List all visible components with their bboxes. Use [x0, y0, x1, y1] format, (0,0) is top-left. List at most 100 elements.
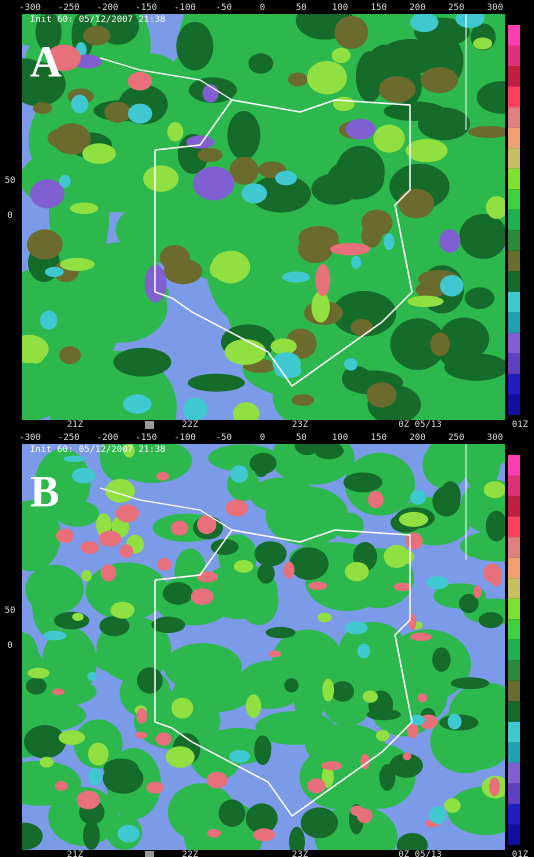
colorbar-cell — [508, 578, 520, 599]
contour-blob — [59, 346, 81, 364]
contour-blob — [207, 829, 221, 838]
x-tick-label: -150 — [135, 433, 157, 443]
contour-blob — [357, 809, 373, 823]
y-tick-label: 50 — [5, 606, 16, 616]
colorbar-cell — [508, 804, 520, 825]
contour-blob — [343, 472, 382, 492]
time-label: 0Z 05/13 — [398, 850, 441, 857]
init-label: Init 60: 05/12/2007 21:38 — [30, 15, 165, 25]
time-label: 21Z — [67, 420, 84, 430]
contour-blob — [83, 26, 110, 46]
contour-blob — [331, 681, 354, 702]
contour-blob — [459, 214, 507, 259]
contour-blob — [197, 148, 222, 162]
colorbar-cell — [508, 87, 520, 108]
contour-blob — [80, 541, 99, 554]
x-tick-label: -50 — [216, 433, 232, 443]
x-tick-label: 300 — [487, 433, 503, 443]
x-tick-label: -250 — [58, 433, 80, 443]
colorbar-cell — [508, 169, 520, 190]
contour-blob — [266, 486, 349, 545]
x-tick-label: 300 — [487, 3, 503, 13]
contour-blob — [171, 698, 193, 719]
contour-blob — [473, 586, 481, 599]
colorbar-cell — [508, 537, 520, 558]
colorbar-cell — [508, 763, 520, 784]
x-tick-label: 100 — [332, 3, 348, 13]
panel-letter: A — [30, 37, 62, 86]
contour-blob — [420, 67, 458, 93]
colorbar-cell — [508, 742, 520, 763]
contour-blob — [24, 725, 66, 758]
contour-blob — [183, 398, 208, 421]
colorbar-cell — [508, 599, 520, 620]
contour-blob — [166, 746, 195, 768]
x-tick-label: -200 — [97, 433, 119, 443]
x-tick-label: 0 — [260, 433, 265, 443]
contour-blob — [64, 456, 86, 462]
colorbar-cell — [508, 292, 520, 313]
contour-blob — [156, 472, 169, 481]
contour-blob — [164, 259, 202, 285]
time-label: 21Z — [67, 850, 84, 857]
contour-blob — [330, 243, 370, 256]
colorbar-cell — [508, 660, 520, 681]
contour-blob — [432, 647, 450, 672]
contour-blob — [410, 13, 438, 33]
colorbar-cell — [508, 455, 520, 476]
contour-blob — [30, 179, 64, 208]
contour-blob — [357, 644, 370, 659]
x-tick-label: -250 — [58, 3, 80, 13]
contour-blob — [410, 490, 426, 505]
contour-blob — [143, 165, 179, 191]
contour-blob — [363, 691, 378, 703]
contour-blob — [52, 689, 64, 696]
contour-blob — [384, 233, 395, 250]
contour-blob — [248, 53, 273, 73]
contour-blob — [484, 481, 506, 498]
contour-blob — [356, 51, 384, 102]
contour-blob — [394, 583, 412, 592]
contour-blob — [346, 119, 376, 140]
colorbar-cell — [508, 25, 520, 46]
contour-blob — [242, 183, 267, 203]
x-tick-label: 150 — [371, 433, 387, 443]
contour-blob — [486, 511, 507, 542]
contour-blob — [367, 709, 401, 720]
contour-blob — [448, 714, 462, 730]
contour-blob — [367, 382, 397, 407]
contour-blob — [344, 358, 358, 370]
contour-blob — [54, 612, 89, 630]
colorbar-cell — [508, 312, 520, 333]
contour-blob — [284, 678, 298, 692]
figure: -300-250-200-150-100-5005010015020025030… — [0, 0, 534, 857]
contour-blob — [219, 800, 246, 827]
contour-blob — [27, 229, 63, 259]
colorbar-cell — [508, 230, 520, 251]
contour-blob — [207, 772, 228, 789]
contour-blob — [282, 272, 310, 283]
x-tick-label: -150 — [135, 3, 157, 13]
contour-blob — [116, 504, 139, 522]
colorbar-cell — [508, 210, 520, 231]
contour-blob — [40, 311, 57, 330]
contour-blob — [399, 512, 428, 527]
contour-blob — [311, 291, 329, 322]
contour-blob — [40, 757, 54, 768]
contour-blob — [333, 97, 355, 111]
colorbar-cell — [508, 722, 520, 743]
time-label: 23Z — [292, 850, 309, 857]
y-tick-label: 50 — [5, 176, 16, 186]
contour-blob — [191, 588, 214, 605]
contour-blob — [368, 491, 384, 508]
contour-blob — [361, 210, 392, 237]
contour-blob — [77, 791, 100, 810]
time-label: 0Z 05/13 — [398, 420, 441, 430]
colorbar-cell — [508, 271, 520, 292]
contour-blob — [269, 650, 282, 657]
x-tick-label: 250 — [448, 3, 464, 13]
contour-blob — [99, 616, 129, 636]
contour-blob — [307, 779, 325, 794]
contour-blob — [301, 807, 338, 838]
time-marker — [145, 421, 154, 429]
